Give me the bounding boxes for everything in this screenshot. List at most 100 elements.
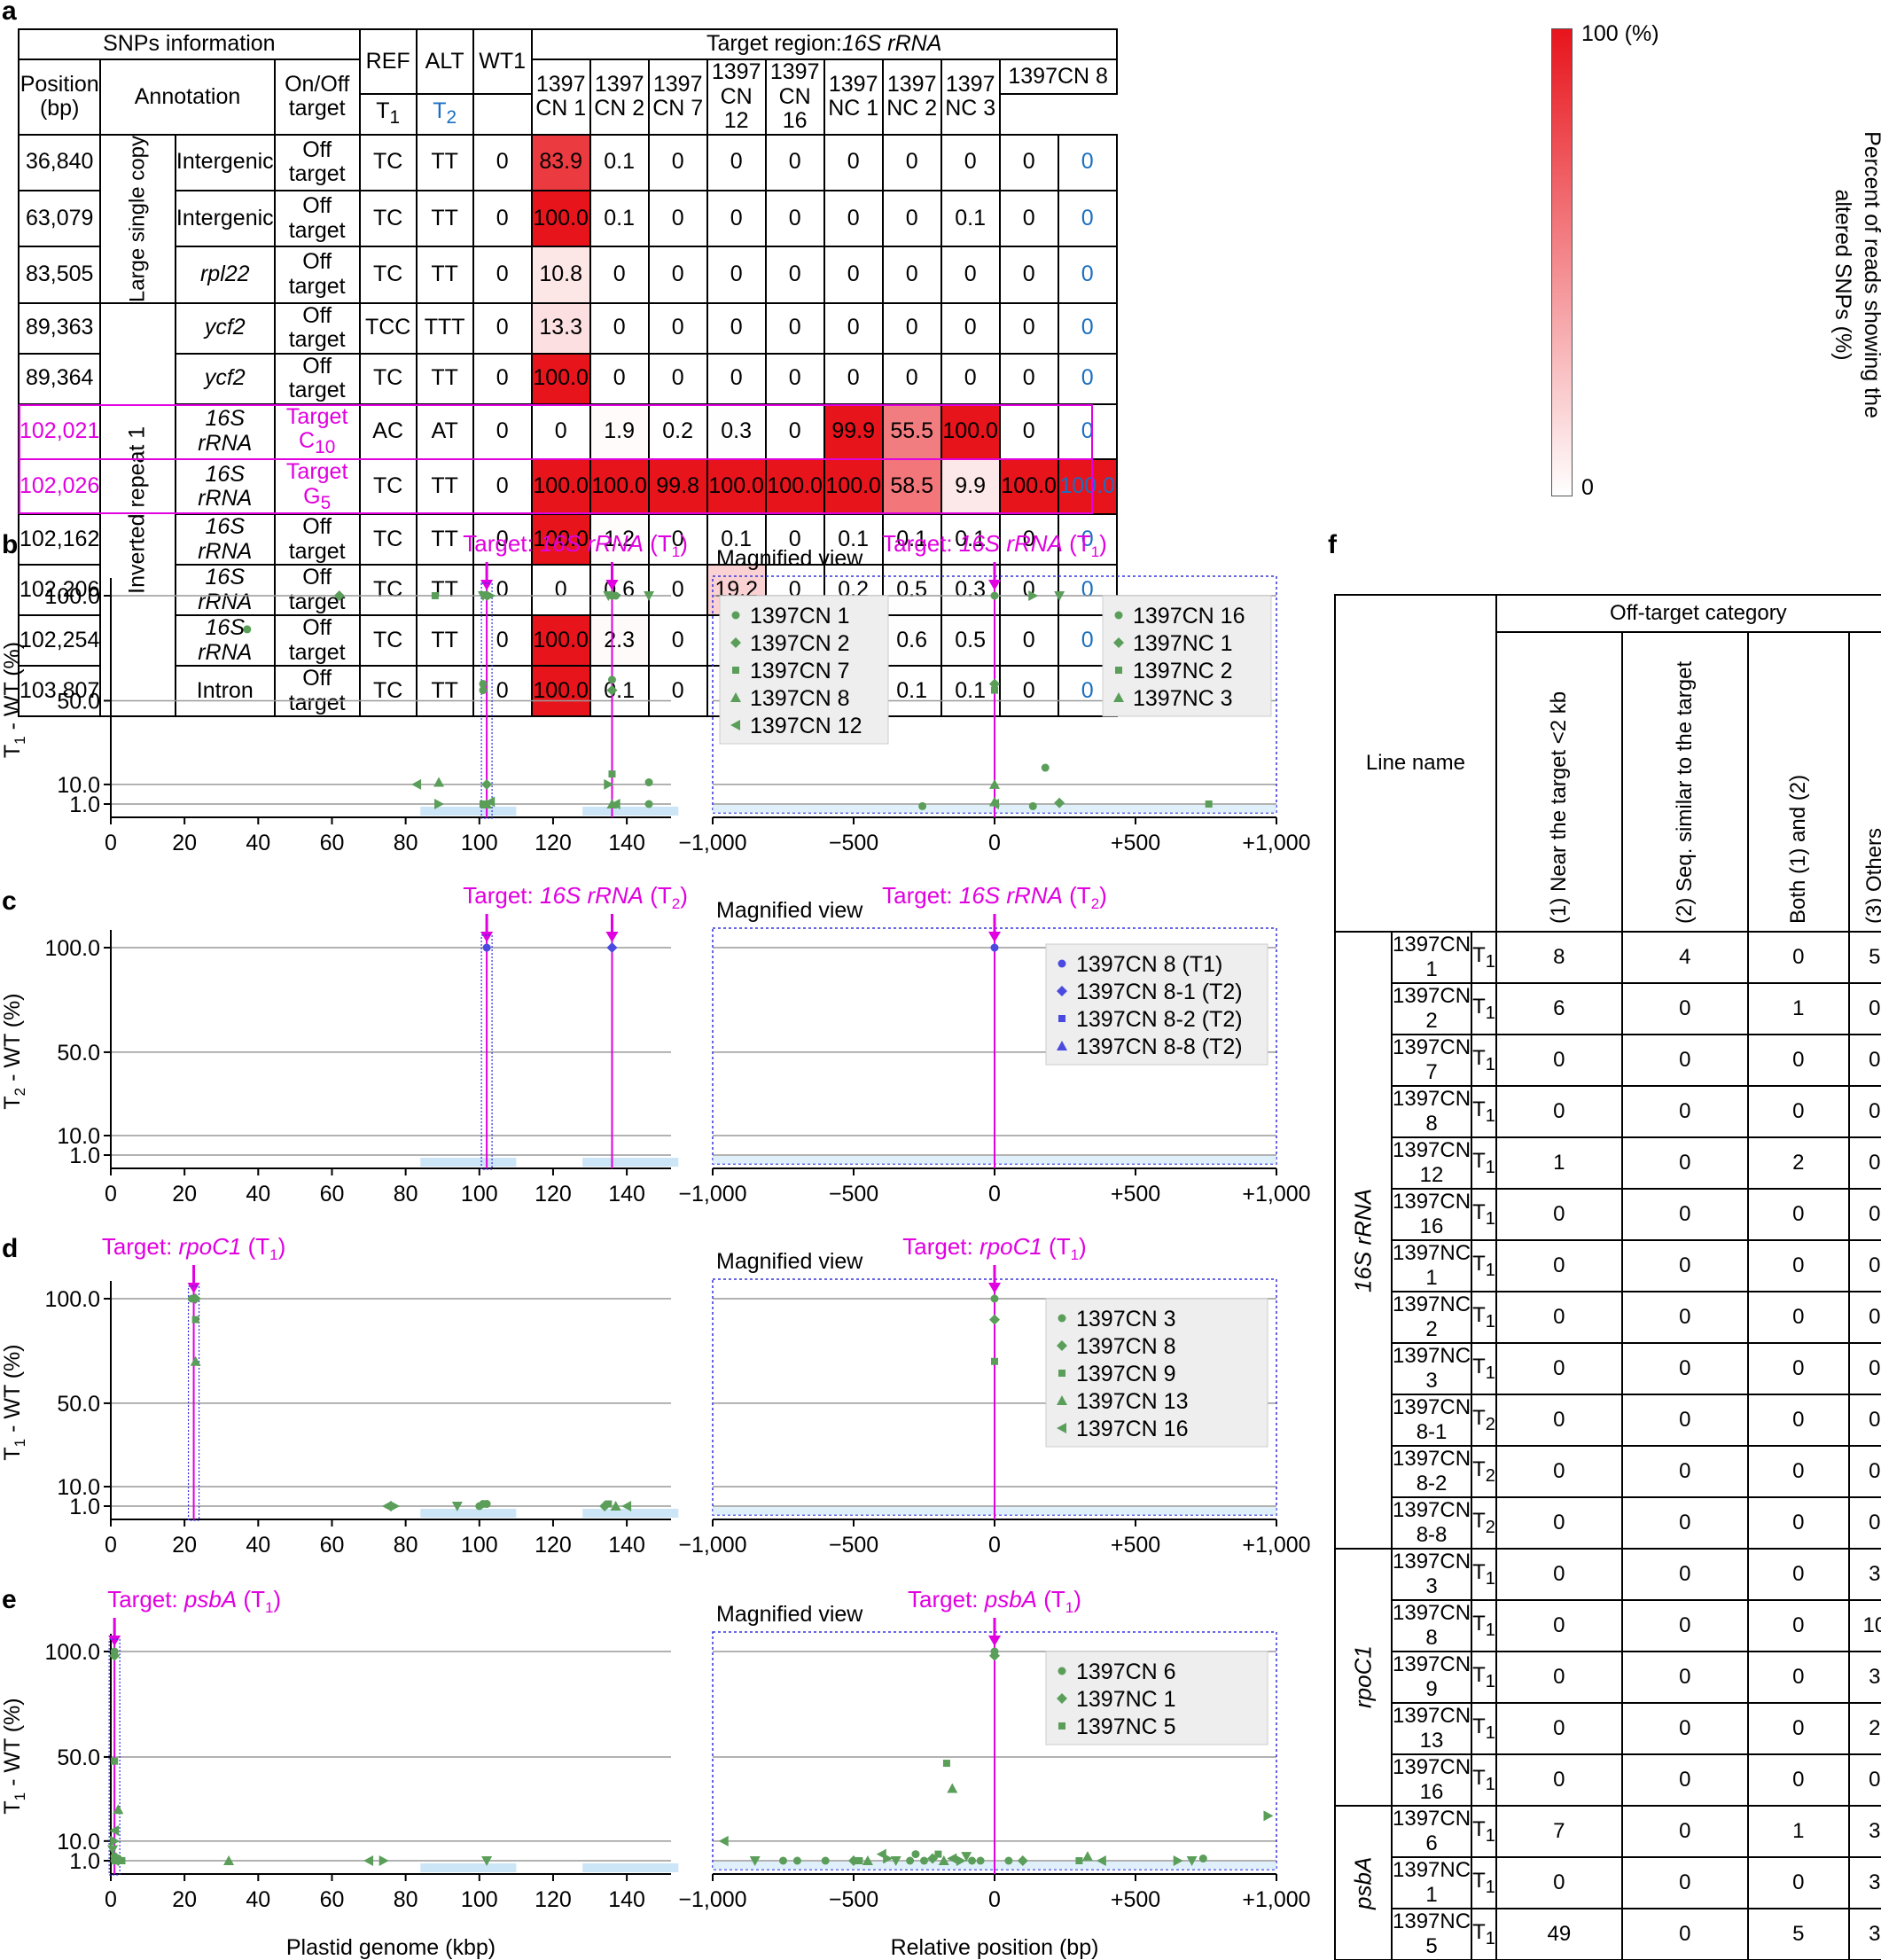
cell-count: 8 xyxy=(1495,931,1623,984)
x-tick-label: 0 xyxy=(988,831,1001,855)
cell-t: T1 xyxy=(1471,931,1497,984)
x-tick-label: 40 xyxy=(246,1887,270,1912)
x-tick-label: 40 xyxy=(246,831,270,855)
cell-position: 102,254 xyxy=(17,614,102,668)
cell-line-name: 1397CN 6 xyxy=(1390,1805,1473,1858)
data-point xyxy=(111,1757,119,1765)
cell-count: 0 xyxy=(1495,1188,1623,1241)
legend-box xyxy=(1045,1651,1268,1745)
cell-value: 99.9 xyxy=(823,402,884,461)
x-tick-label: 60 xyxy=(320,1887,345,1912)
cell-value: 100.0 xyxy=(764,458,825,516)
data-point xyxy=(605,1500,613,1508)
cell-value: 0.1 xyxy=(940,665,1001,718)
offtarget-row: 1397CN 9T100033 xyxy=(1335,1651,1881,1704)
cell-value: 0 xyxy=(647,301,708,355)
cell-t2: 0 xyxy=(1057,301,1118,355)
cell-value: 0 xyxy=(706,133,767,191)
cell-wt: 0 xyxy=(472,352,533,405)
data-point xyxy=(606,684,618,696)
cell-value: 2.3 xyxy=(589,614,650,668)
cell-t1: 0 xyxy=(998,352,1059,405)
cell-t2: 0 xyxy=(1057,246,1118,304)
target-arrow-head xyxy=(108,1636,121,1646)
header-position: Position (bp) xyxy=(17,59,102,136)
data-point xyxy=(947,1853,957,1864)
legend-entry: 1397CN 16 xyxy=(1076,1417,1188,1441)
cell-count: 0 xyxy=(1620,1496,1749,1550)
x-tick-label: +500 xyxy=(1111,831,1160,855)
cell-count: 0 xyxy=(1620,1291,1749,1344)
cell-value: 0 xyxy=(881,133,942,191)
target-zoom-box xyxy=(480,582,493,819)
data-point xyxy=(821,1856,830,1865)
legend-entry: 1397CN 8 (T1) xyxy=(1076,952,1222,977)
cell-ref: TC xyxy=(358,665,418,718)
cell-count: 0 xyxy=(1620,982,1749,1035)
x-tick-label: 140 xyxy=(608,1182,645,1206)
snp-row: 89,363 Inverted repeat 1 ycf2 Off target TCC… xyxy=(17,301,1118,717)
cell-t1: 100.0 xyxy=(998,458,1059,516)
data-point xyxy=(604,778,614,790)
data-point xyxy=(989,778,1000,789)
cell-count: 0 xyxy=(1620,1908,1749,1960)
y-tick-label: 100.0 xyxy=(44,1287,100,1312)
data-point xyxy=(1081,1851,1093,1862)
target-arrow-head xyxy=(480,580,494,590)
cell-count: 0 xyxy=(1746,1239,1850,1292)
target-label: Target: 16S rRNA (T1) xyxy=(463,530,688,560)
data-point xyxy=(431,592,439,599)
legend-marker xyxy=(732,667,739,674)
cell-value: 100.0 xyxy=(530,614,591,668)
x-tick-label: −500 xyxy=(829,1887,878,1912)
x-tick-label: 100 xyxy=(461,831,498,855)
cell-count: 0 xyxy=(1746,1085,1850,1138)
y-tick-label: 10.0 xyxy=(57,1830,100,1855)
cell-alt: TT xyxy=(415,133,474,191)
data-point xyxy=(989,1314,1000,1325)
x-tick-label: 0 xyxy=(105,1533,117,1558)
cell-t: T1 xyxy=(1471,1805,1497,1858)
data-point xyxy=(934,1850,942,1858)
legend-marker xyxy=(1058,1667,1066,1675)
cell-t: T2 xyxy=(1471,1496,1497,1550)
x-tick-label: 80 xyxy=(394,831,418,855)
cell-annotation: Intron xyxy=(174,665,276,718)
cell-count: 0 xyxy=(1746,1753,1850,1807)
legend-entry: 1397NC 1 xyxy=(1133,631,1233,656)
target-arrow-head xyxy=(480,932,494,942)
cell-value: 0 xyxy=(589,246,650,304)
cell-value: 0.1 xyxy=(589,133,650,191)
data-point xyxy=(621,1501,632,1511)
cell-line-name: 1397CN 3 xyxy=(1390,1548,1473,1601)
data-point xyxy=(855,1857,863,1864)
data-point xyxy=(606,942,618,953)
cell-value: 0 xyxy=(881,246,942,304)
legend-marker xyxy=(731,611,740,620)
legend-entry: 1397NC 1 xyxy=(1076,1687,1176,1712)
cell-count: 0 xyxy=(1620,1342,1749,1395)
cell-position: 63,079 xyxy=(17,189,102,248)
cell-t: T1 xyxy=(1471,1136,1497,1190)
cell-t1: 0 xyxy=(998,614,1059,668)
panel-label-d: d xyxy=(2,1234,19,1263)
cell-count: 0 xyxy=(1495,1239,1623,1292)
data-point xyxy=(1173,1855,1183,1866)
gene-group-label: psbA xyxy=(1335,1806,1392,1960)
cell-value: 0 xyxy=(647,133,708,191)
data-point xyxy=(1198,1855,1207,1863)
x-tick-label: 100 xyxy=(461,1533,498,1558)
legend-marker xyxy=(1058,1015,1065,1022)
header-alt: ALT xyxy=(415,28,474,95)
header-category-col: (2) Seq. similar to the target xyxy=(1621,632,1748,932)
cell-t: T1 xyxy=(1471,1856,1497,1909)
cell-value: 0 xyxy=(530,564,591,617)
legend-entry: 1397CN 8 xyxy=(1076,1334,1176,1359)
cell-count: 0 xyxy=(1620,1394,1749,1447)
legend-entry: 1397CN 7 xyxy=(750,659,850,683)
cell-count: 0 xyxy=(1746,1291,1850,1344)
inverted-repeat-bar xyxy=(582,1509,679,1518)
magnified-title: Magnified view xyxy=(716,1249,863,1274)
y-tick-label: 1.0 xyxy=(69,793,100,817)
cell-alt: AT xyxy=(415,402,474,461)
